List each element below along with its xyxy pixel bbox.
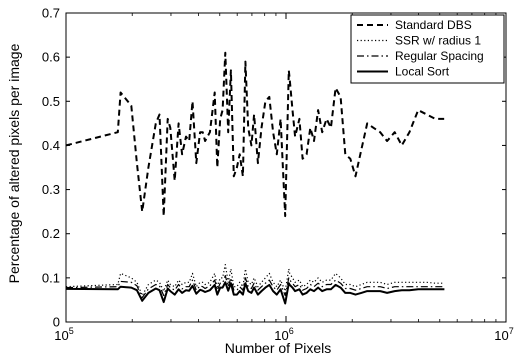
series-line-local-sort (66, 281, 445, 305)
y-tick-label: 0.1 (42, 270, 60, 285)
ticks-layer: 0 0.1 0.2 0.3 0.4 0.5 0.6 0.7 105 106 107 (42, 6, 514, 344)
y-tick-label: 0.2 (42, 226, 60, 241)
series-line-standard-dbs (66, 51, 445, 218)
legend-label: Regular Spacing (395, 49, 484, 63)
y-axis-title: Percentage of altered pixels per image (6, 43, 22, 283)
x-tick-label: 105 (54, 326, 73, 343)
y-tick-label: 0.5 (42, 94, 60, 109)
series-line-regular-spacing (66, 275, 445, 299)
legend-label: SSR w/ radius 1 (395, 34, 481, 48)
legend-label: Local Sort (395, 65, 450, 79)
series-line-ssr-w-radius-1 (66, 264, 445, 297)
series-layer (66, 51, 445, 305)
x-tick-label: 107 (494, 326, 513, 343)
y-tick-label: 0 (53, 315, 60, 330)
x-axis-title: Number of Pixels (225, 340, 332, 356)
legend-label: Standard DBS (395, 18, 472, 32)
y-tick-label: 0.6 (42, 50, 60, 65)
y-tick-label: 0.7 (42, 6, 60, 21)
y-tick-label: 0.3 (42, 182, 60, 197)
x-tick-label: 106 (274, 326, 293, 343)
y-tick-label: 0.4 (42, 138, 60, 153)
